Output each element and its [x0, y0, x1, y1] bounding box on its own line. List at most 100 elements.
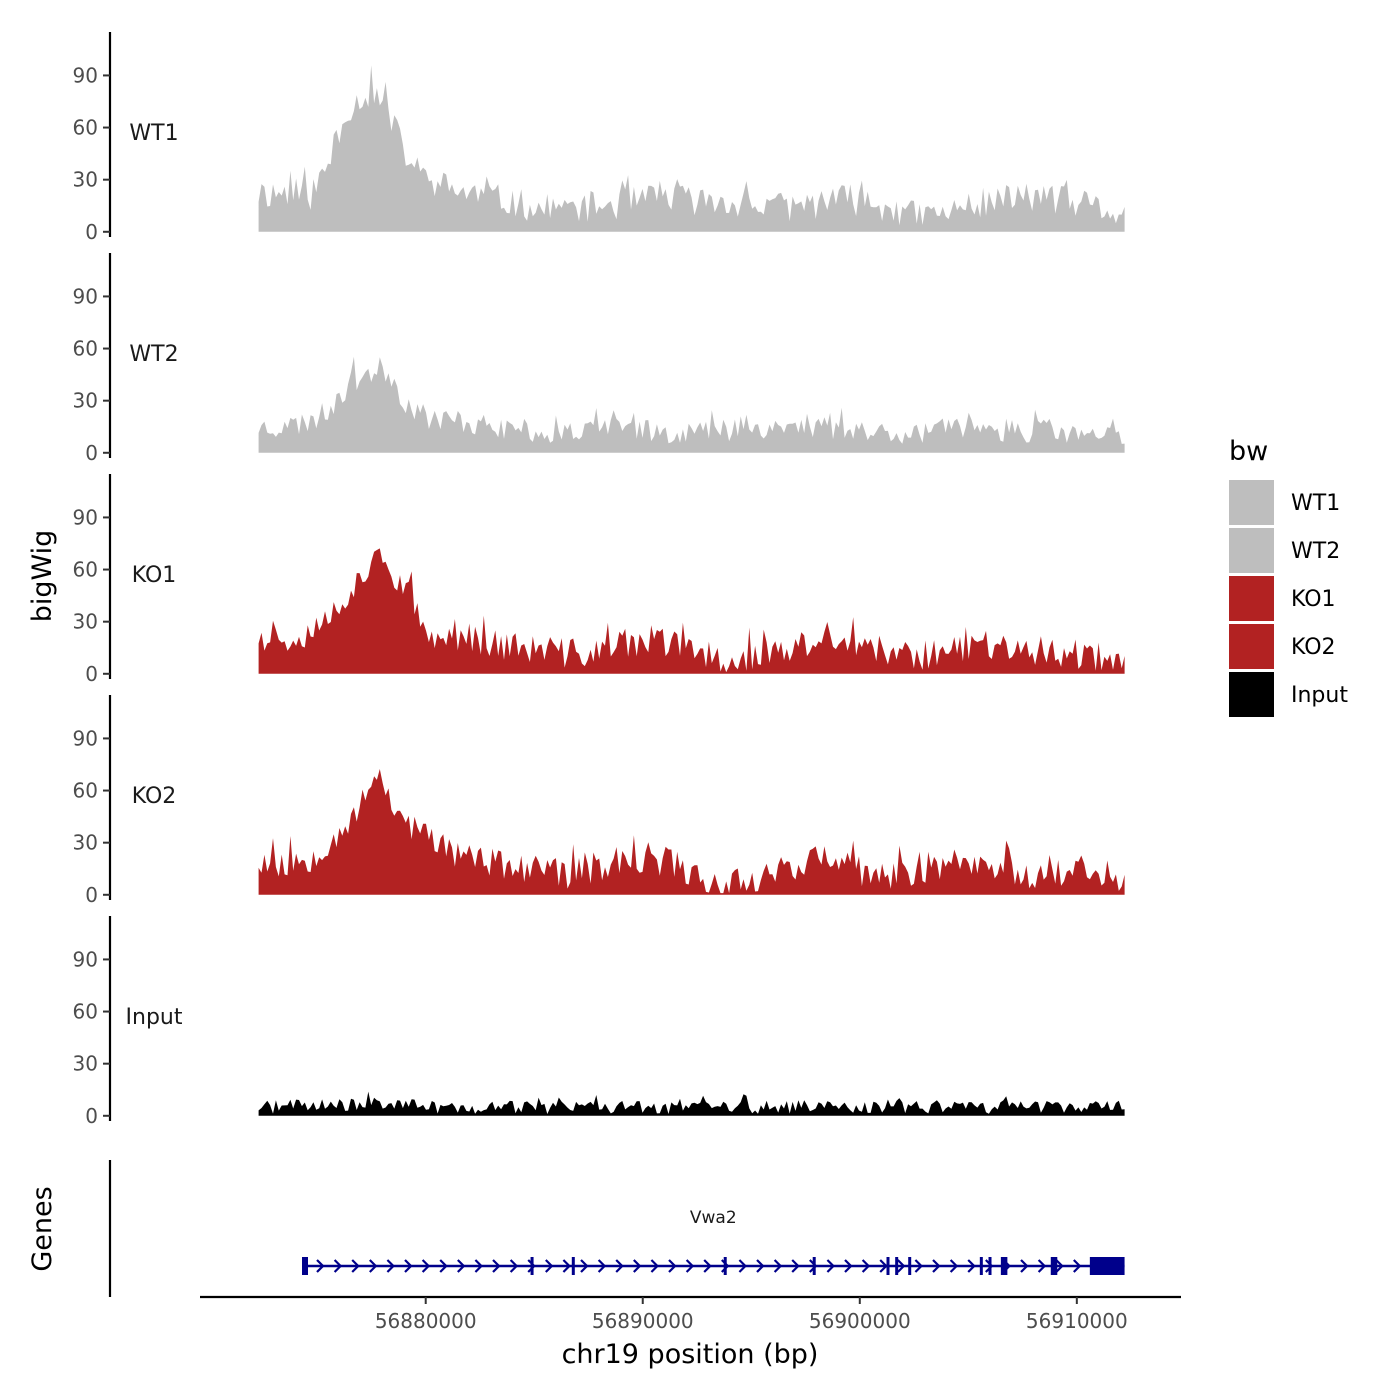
track-input: 0 30 60 90 Input — [73, 916, 1125, 1128]
gene-exon — [1000, 1257, 1008, 1275]
strand-arrow — [773, 1259, 783, 1273]
x-tick-label: 56900000 — [809, 1309, 911, 1333]
area-ko2 — [258, 769, 1125, 895]
strand-arrow — [386, 1259, 395, 1273]
legend-label: WT1 — [1291, 491, 1340, 516]
track-wt2: 0 30 60 90 WT2 — [73, 253, 1125, 465]
legend-entries: WT1 WT2 KO1 KO2 Input — [1229, 480, 1348, 717]
legend-key-ko2 — [1229, 624, 1274, 669]
y-tick-label: 60 — [73, 558, 98, 582]
gene-model — [302, 1257, 1125, 1275]
x-tick-label: 56910000 — [1026, 1309, 1128, 1333]
genes-track-title: Genes — [27, 1186, 58, 1271]
legend-key-wt2 — [1229, 528, 1274, 573]
y-tick-label: 30 — [73, 389, 98, 413]
y-tick-label: 90 — [73, 63, 98, 87]
area-ko1 — [258, 548, 1125, 674]
strand-arrow — [1055, 1259, 1064, 1273]
x-axis: 56880000 56890000 56900000 56910000 chr19 p… — [200, 1295, 1181, 1370]
strand-arrow — [615, 1259, 624, 1273]
y-tick-label: 0 — [85, 883, 98, 907]
strand-arrow — [1037, 1259, 1047, 1273]
track-label: KO1 — [132, 563, 177, 588]
strand-arrow — [527, 1259, 536, 1273]
strand-arrow — [967, 1259, 976, 1273]
strand-arrow — [562, 1259, 571, 1273]
track-label: WT1 — [129, 121, 178, 146]
gene-exon — [895, 1257, 899, 1275]
strand-arrow — [404, 1259, 413, 1273]
gene-exon — [1089, 1257, 1125, 1275]
legend-key-wt1 — [1229, 480, 1274, 525]
strand-arrow — [545, 1259, 554, 1273]
gene-exon — [988, 1257, 992, 1275]
x-tick-label: 56880000 — [375, 1309, 477, 1333]
strand-arrow — [333, 1259, 343, 1273]
track-label: Input — [126, 1005, 183, 1030]
legend-label: KO1 — [1291, 587, 1336, 612]
gene-exon — [723, 1257, 727, 1275]
y-tick-label: 0 — [85, 220, 98, 244]
strand-arrow — [369, 1259, 378, 1273]
track-wt1: 0 30 60 90 WT1 — [73, 32, 1125, 244]
strand-arrow — [985, 1259, 994, 1273]
gene-label: Vwa2 — [690, 1208, 737, 1228]
y-tick-label: 60 — [73, 116, 98, 140]
legend-key-ko1 — [1229, 576, 1274, 621]
strand-arrow — [509, 1259, 519, 1273]
y-tick-label: 60 — [73, 779, 98, 803]
track-ko1: 0 30 60 90 KO1 — [73, 474, 1125, 686]
strand-arrow — [597, 1259, 607, 1273]
strand-arrow — [474, 1259, 483, 1273]
area-input — [258, 1091, 1125, 1116]
strand-arrow — [633, 1259, 642, 1273]
x-ticks: 56880000 56890000 56900000 56910000 — [375, 1297, 1128, 1333]
track-label: KO2 — [132, 784, 177, 809]
strand-arrow — [351, 1259, 360, 1273]
y-tick-label: 0 — [85, 662, 98, 686]
y-axis-title: bigWig — [27, 530, 58, 623]
strand-arrow — [809, 1259, 818, 1273]
strand-arrow — [668, 1259, 677, 1273]
area-wt1 — [258, 65, 1125, 232]
y-tick-label: 90 — [73, 726, 98, 750]
y-tick-label: 30 — [73, 1052, 98, 1076]
track-label: WT2 — [129, 342, 178, 367]
genes-track: Genes Vwa2 — [27, 1160, 1125, 1297]
strand-arrow — [897, 1259, 906, 1273]
x-axis-title: chr19 position (bp) — [562, 1339, 819, 1370]
strand-arrow — [932, 1259, 941, 1273]
strand-arrow — [316, 1259, 325, 1273]
legend: bw WT1 WT2 KO1 KO2 Input — [1229, 436, 1348, 717]
strand-arrow — [791, 1259, 800, 1273]
strand-arrow — [492, 1259, 501, 1273]
gene-exon — [812, 1257, 816, 1275]
strand-arrow — [861, 1259, 871, 1273]
gene-exon — [886, 1257, 890, 1275]
legend-label: WT2 — [1291, 539, 1340, 564]
area-wt2 — [258, 356, 1125, 453]
y-tick-label: 0 — [85, 1104, 98, 1128]
y-tick-label: 30 — [73, 610, 98, 634]
strand-arrow — [756, 1259, 765, 1273]
strand-arrow — [650, 1259, 659, 1273]
strand-arrow — [703, 1259, 712, 1273]
gene-exon — [530, 1257, 534, 1275]
strand-arrow — [879, 1259, 888, 1273]
strand-arrow — [685, 1259, 695, 1273]
gene-exon — [1050, 1257, 1058, 1275]
strand-arrow — [1073, 1259, 1082, 1273]
strand-arrow — [949, 1259, 959, 1273]
gene-exon — [302, 1257, 309, 1275]
legend-title: bw — [1229, 436, 1268, 467]
legend-label: KO2 — [1291, 635, 1336, 660]
y-tick-label: 90 — [73, 505, 98, 529]
y-tick-label: 60 — [73, 1000, 98, 1024]
gene-exon — [979, 1257, 983, 1275]
y-tick-label: 90 — [73, 947, 98, 971]
strand-arrow — [580, 1259, 589, 1273]
track-ko2: 0 30 60 90 KO2 — [73, 695, 1125, 907]
legend-key-input — [1229, 672, 1274, 717]
gene-exon — [908, 1257, 912, 1275]
